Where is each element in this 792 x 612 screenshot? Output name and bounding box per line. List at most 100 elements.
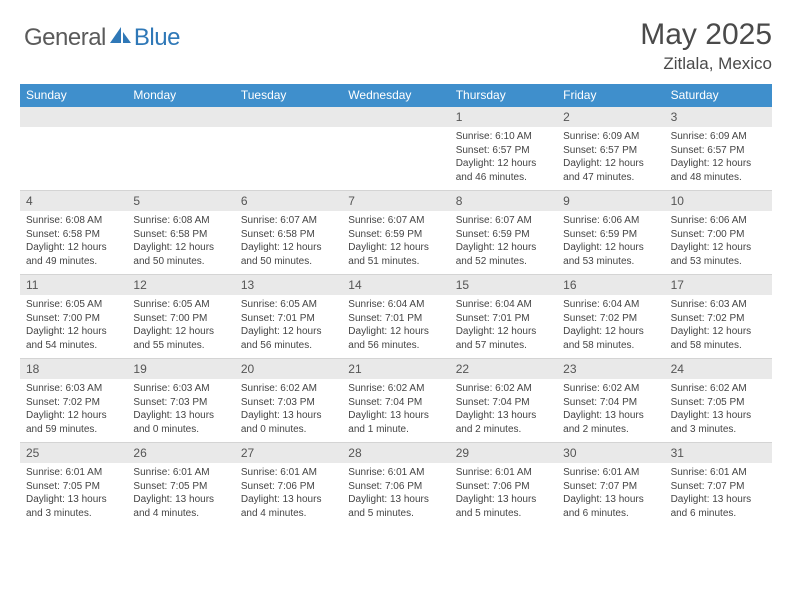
day-content: Sunrise: 6:07 AMSunset: 6:59 PMDaylight:…	[450, 211, 557, 274]
dow-fri: Friday	[557, 84, 664, 107]
day-number: 8	[450, 191, 557, 211]
day-content: Sunrise: 6:02 AMSunset: 7:05 PMDaylight:…	[665, 379, 772, 442]
daynum-row: 11121314151617	[20, 274, 772, 295]
day-number: 2	[557, 107, 664, 127]
daycontent-row: Sunrise: 6:10 AMSunset: 6:57 PMDaylight:…	[20, 127, 772, 190]
daynum-row: 123	[20, 107, 772, 127]
day-line: Sunset: 7:02 PM	[26, 396, 121, 410]
day-line: Daylight: 12 hours	[456, 325, 551, 339]
day-number: 22	[450, 359, 557, 379]
day-line: and 5 minutes.	[456, 507, 551, 521]
day-line: Daylight: 12 hours	[26, 241, 121, 255]
day-line: and 6 minutes.	[563, 507, 658, 521]
day-number: 28	[342, 443, 449, 463]
day-line: Sunset: 6:59 PM	[563, 228, 658, 242]
day-content: Sunrise: 6:01 AMSunset: 7:06 PMDaylight:…	[235, 463, 342, 526]
day-number: 24	[665, 359, 772, 379]
day-number	[20, 107, 127, 127]
day-line: Sunrise: 6:01 AM	[26, 466, 121, 480]
day-line: Sunrise: 6:08 AM	[133, 214, 228, 228]
day-line: Sunrise: 6:05 AM	[26, 298, 121, 312]
day-line: Sunset: 7:06 PM	[456, 480, 551, 494]
day-content	[20, 127, 127, 190]
day-line: and 47 minutes.	[563, 171, 658, 185]
day-line: Sunrise: 6:01 AM	[563, 466, 658, 480]
day-line: Daylight: 12 hours	[563, 325, 658, 339]
day-number: 11	[20, 275, 127, 295]
day-line: and 49 minutes.	[26, 255, 121, 269]
day-line: Sunset: 7:05 PM	[671, 396, 766, 410]
day-content: Sunrise: 6:01 AMSunset: 7:06 PMDaylight:…	[450, 463, 557, 526]
day-number: 13	[235, 275, 342, 295]
day-content: Sunrise: 6:06 AMSunset: 6:59 PMDaylight:…	[557, 211, 664, 274]
day-line: Sunset: 7:04 PM	[348, 396, 443, 410]
day-line: Daylight: 12 hours	[241, 241, 336, 255]
day-line: Sunrise: 6:02 AM	[348, 382, 443, 396]
day-content: Sunrise: 6:02 AMSunset: 7:04 PMDaylight:…	[450, 379, 557, 442]
day-line: Sunrise: 6:06 AM	[671, 214, 766, 228]
day-content: Sunrise: 6:04 AMSunset: 7:02 PMDaylight:…	[557, 295, 664, 358]
logo-text-blue: Blue	[134, 24, 180, 52]
day-number: 1	[450, 107, 557, 127]
day-line: Sunrise: 6:02 AM	[456, 382, 551, 396]
day-number: 12	[127, 275, 234, 295]
day-line: and 55 minutes.	[133, 339, 228, 353]
day-number: 4	[20, 191, 127, 211]
dow-row: Sunday Monday Tuesday Wednesday Thursday…	[20, 84, 772, 107]
day-line: Sunrise: 6:01 AM	[241, 466, 336, 480]
day-line: Sunrise: 6:01 AM	[348, 466, 443, 480]
day-line: Sunset: 7:01 PM	[241, 312, 336, 326]
day-content: Sunrise: 6:01 AMSunset: 7:05 PMDaylight:…	[20, 463, 127, 526]
day-number: 9	[557, 191, 664, 211]
day-number	[127, 107, 234, 127]
day-content: Sunrise: 6:08 AMSunset: 6:58 PMDaylight:…	[127, 211, 234, 274]
day-line: Sunrise: 6:01 AM	[456, 466, 551, 480]
daycontent-row: Sunrise: 6:01 AMSunset: 7:05 PMDaylight:…	[20, 463, 772, 526]
day-line: Sunrise: 6:06 AM	[563, 214, 658, 228]
day-line: Sunset: 6:58 PM	[133, 228, 228, 242]
day-line: Daylight: 12 hours	[26, 325, 121, 339]
day-line: Daylight: 12 hours	[456, 241, 551, 255]
day-line: Sunset: 7:00 PM	[26, 312, 121, 326]
day-line: and 2 minutes.	[456, 423, 551, 437]
day-line: Daylight: 13 hours	[456, 409, 551, 423]
day-line: Daylight: 13 hours	[133, 493, 228, 507]
day-content: Sunrise: 6:05 AMSunset: 7:01 PMDaylight:…	[235, 295, 342, 358]
day-content: Sunrise: 6:03 AMSunset: 7:03 PMDaylight:…	[127, 379, 234, 442]
day-number: 30	[557, 443, 664, 463]
day-line: and 52 minutes.	[456, 255, 551, 269]
day-number: 19	[127, 359, 234, 379]
day-line: and 54 minutes.	[26, 339, 121, 353]
day-number	[342, 107, 449, 127]
day-number: 29	[450, 443, 557, 463]
day-line: Daylight: 13 hours	[671, 493, 766, 507]
day-line: Daylight: 12 hours	[456, 157, 551, 171]
day-line: and 48 minutes.	[671, 171, 766, 185]
day-line: Daylight: 12 hours	[671, 325, 766, 339]
day-line: Sunrise: 6:03 AM	[133, 382, 228, 396]
day-line: Daylight: 13 hours	[241, 493, 336, 507]
day-number: 21	[342, 359, 449, 379]
day-content: Sunrise: 6:09 AMSunset: 6:57 PMDaylight:…	[557, 127, 664, 190]
day-line: Sunset: 7:07 PM	[563, 480, 658, 494]
day-line: Sunrise: 6:05 AM	[133, 298, 228, 312]
day-number: 27	[235, 443, 342, 463]
day-content: Sunrise: 6:06 AMSunset: 7:00 PMDaylight:…	[665, 211, 772, 274]
day-number: 3	[665, 107, 772, 127]
day-line: Sunset: 6:59 PM	[348, 228, 443, 242]
day-line: and 53 minutes.	[671, 255, 766, 269]
page-header: General Blue May 2025 Zitlala, Mexico	[20, 18, 772, 74]
day-line: and 5 minutes.	[348, 507, 443, 521]
day-line: Sunrise: 6:04 AM	[563, 298, 658, 312]
day-line: Daylight: 13 hours	[26, 493, 121, 507]
day-content	[342, 127, 449, 190]
day-line: Sunrise: 6:03 AM	[26, 382, 121, 396]
daynum-row: 45678910	[20, 190, 772, 211]
logo-text-general: General	[24, 24, 106, 52]
logo-sail-icon	[110, 25, 132, 50]
day-content: Sunrise: 6:05 AMSunset: 7:00 PMDaylight:…	[127, 295, 234, 358]
day-number: 20	[235, 359, 342, 379]
day-line: and 58 minutes.	[563, 339, 658, 353]
day-number: 17	[665, 275, 772, 295]
day-content: Sunrise: 6:02 AMSunset: 7:04 PMDaylight:…	[557, 379, 664, 442]
